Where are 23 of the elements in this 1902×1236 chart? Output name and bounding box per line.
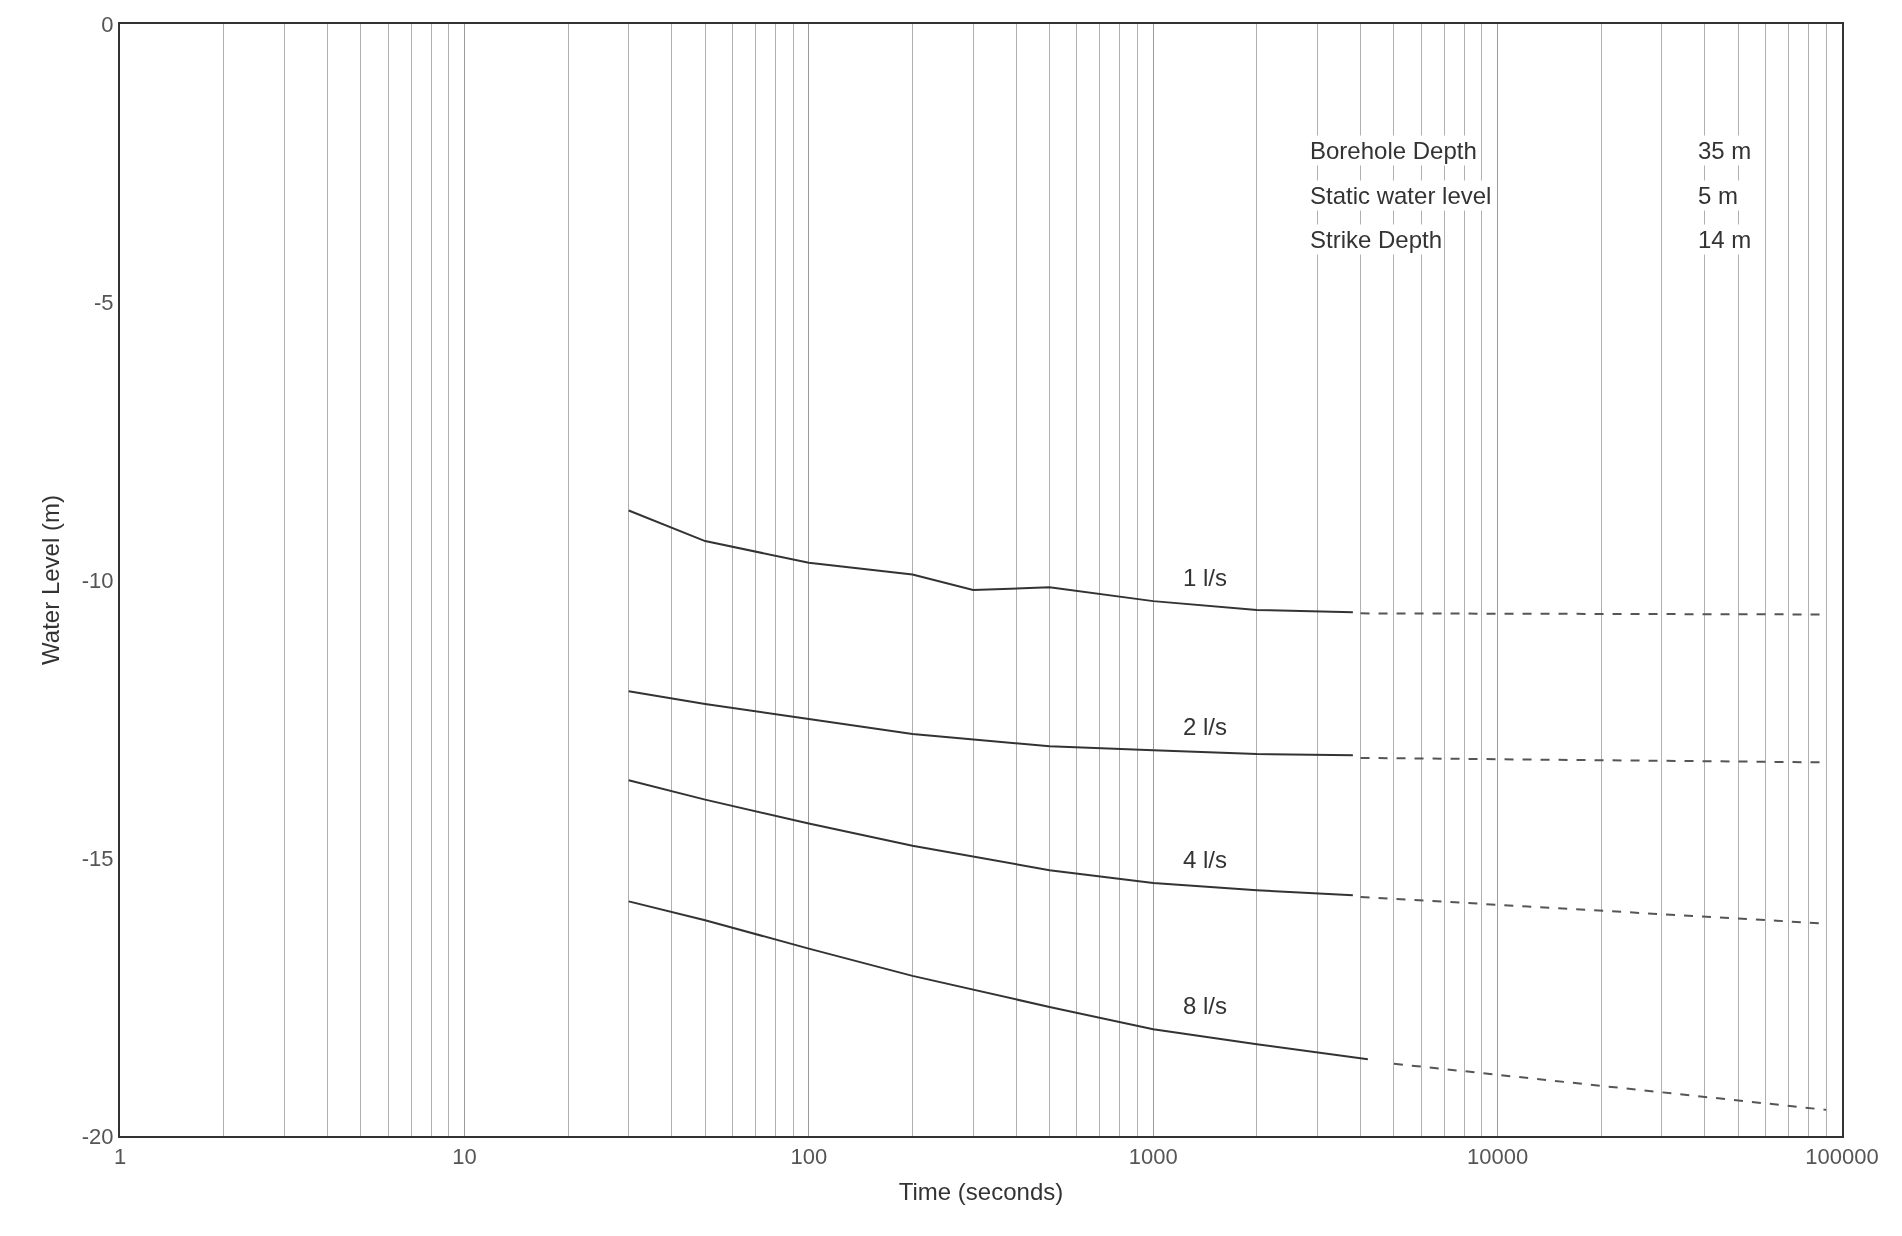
series-label: 4 l/s bbox=[1183, 846, 1228, 873]
annotation: Borehole Depth bbox=[1310, 137, 1477, 164]
y-tick-label: -20 bbox=[81, 1123, 114, 1149]
y-tick-label: 0 bbox=[101, 11, 114, 37]
x-axis-title: Time (seconds) bbox=[898, 1178, 1064, 1206]
x-tick-label: 1 bbox=[113, 1144, 127, 1170]
x-tick-label: 100000 bbox=[1805, 1144, 1879, 1170]
annotation: 35 m bbox=[1698, 137, 1752, 164]
annotation: Static water level bbox=[1310, 182, 1492, 209]
annotation: 5 m bbox=[1698, 182, 1739, 209]
annotation: Strike Depth bbox=[1310, 226, 1443, 253]
y-axis-title: Water Level (m) bbox=[37, 495, 65, 665]
x-tick-label: 10000 bbox=[1467, 1144, 1529, 1170]
y-tick-label: -10 bbox=[81, 567, 114, 593]
series-label: 8 l/s bbox=[1183, 992, 1228, 1019]
series-label: 1 l/s bbox=[1183, 564, 1228, 591]
x-tick-label: 1000 bbox=[1128, 1144, 1178, 1170]
x-tick-label: 10 bbox=[452, 1144, 477, 1170]
x-tick-label: 100 bbox=[790, 1144, 828, 1170]
annotation: 14 m bbox=[1698, 226, 1752, 253]
y-tick-label: -5 bbox=[94, 289, 114, 315]
y-tick-label: -15 bbox=[81, 845, 114, 871]
series-label: 2 l/s bbox=[1183, 713, 1228, 740]
